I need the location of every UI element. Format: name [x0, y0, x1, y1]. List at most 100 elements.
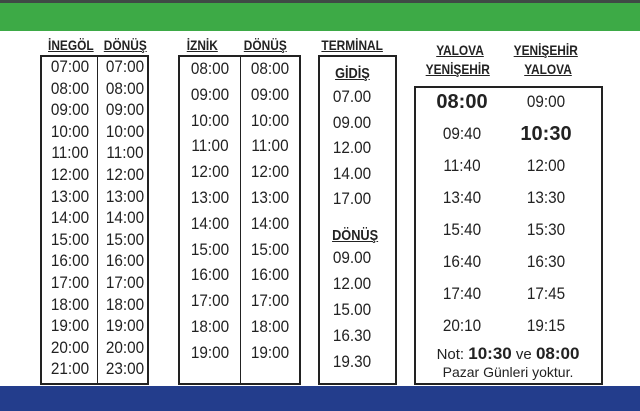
yalova-yenisehir-time: 16:40 — [442, 252, 482, 271]
iznik-time: 14:00 — [190, 213, 230, 233]
inegol-time: 07:00 — [50, 57, 90, 76]
inegol-time: 14:00 — [50, 208, 90, 228]
yalova-yenisehir-time: 08:00 — [436, 91, 488, 113]
inegol-header: İNEGÖL — [48, 37, 94, 53]
iznik-time: 19:00 — [190, 342, 230, 362]
iznik-time: 13:00 — [190, 188, 230, 207]
iznik-donus-time: 12:00 — [250, 162, 290, 182]
inegol-divider — [97, 57, 98, 383]
iznik-donus-time: 17:00 — [250, 291, 290, 311]
iznik-donus-time: 10:00 — [250, 110, 290, 130]
yenisehir-yalova-time: 17:45 — [526, 284, 566, 303]
note-prefix: Not: — [436, 346, 465, 363]
gidis-label: GİDİŞ — [335, 65, 370, 82]
yalova-table — [414, 86, 603, 385]
iznik-donus-time: 16:00 — [250, 265, 290, 285]
inegol-time: 10:00 — [50, 121, 90, 141]
yenisehir-yalova-time: 15:30 — [526, 220, 566, 239]
note-line-2: Pazar Günleri yoktur. — [442, 364, 574, 380]
inegol-time: 16:00 — [50, 251, 90, 271]
inegol-time: 18:00 — [50, 294, 90, 314]
yenisehir-yalova-time: 16:30 — [526, 252, 566, 271]
iznik-donus-time: 15:00 — [250, 239, 290, 259]
terminal-gidis-time: 09.00 — [332, 112, 372, 132]
iznik-time: 09:00 — [190, 84, 230, 104]
terminal-donus-time: 16.30 — [332, 326, 372, 345]
inegol-time: 19:00 — [50, 316, 90, 336]
inegol-donus-time: 19:00 — [105, 316, 145, 336]
terminal-donus-time: 19.30 — [332, 352, 372, 371]
inegol-donus-time: 08:00 — [105, 78, 145, 98]
top-strip — [0, 0, 640, 3]
terminal-table — [318, 55, 397, 385]
inegol-donus-time: 11:00 — [106, 143, 144, 163]
inegol-donus-time: 14:00 — [105, 208, 145, 228]
iznik-donus-time: 14:00 — [250, 213, 290, 233]
iznik-time: 18:00 — [190, 317, 230, 336]
iznik-time: 10:00 — [190, 110, 230, 130]
yenisehir-header-1: YENİŞEHİR — [513, 42, 578, 58]
iznik-time: 11:00 — [191, 136, 229, 156]
green-banner — [0, 3, 640, 31]
note-mid: ve — [515, 346, 532, 363]
iznik-time: 16:00 — [190, 265, 230, 285]
yalova-yenisehir-time: 09:40 — [442, 124, 482, 143]
terminal-gidis-time: 07.00 — [332, 87, 372, 106]
yenisehir-yalova-time: 12:00 — [526, 156, 566, 175]
terminal-gidis-time: 14.00 — [332, 163, 372, 183]
iznik-donus-time: 19:00 — [250, 342, 290, 362]
iznik-header: İZNİK — [186, 37, 218, 53]
terminal-header: TERMİNAL — [321, 37, 383, 53]
yalova-header-1: YALOVA — [436, 42, 484, 58]
iznik-table — [178, 55, 301, 385]
inegol-time: 08:00 — [50, 78, 90, 98]
iznik-donus-time: 11:00 — [251, 136, 289, 156]
blue-footer — [0, 386, 640, 411]
inegol-time: 17:00 — [50, 273, 90, 292]
yenisehir-yalova-time: 09:00 — [526, 92, 566, 111]
inegol-donus-time: 07:00 — [105, 57, 145, 76]
inegol-time: 21:00 — [50, 359, 90, 379]
inegol-time: 09:00 — [50, 100, 90, 120]
inegol-donus-time: 13:00 — [105, 186, 145, 206]
note-line-1: Not: 10:30 ve 08:00 — [414, 344, 602, 364]
yalova-yenisehir-time: 20:10 — [442, 316, 482, 335]
inegol-donus-header: DÖNÜŞ — [103, 37, 147, 53]
iznik-donus-header: DÖNÜŞ — [243, 37, 287, 53]
inegol-table — [40, 55, 149, 385]
iznik-time: 17:00 — [190, 291, 230, 311]
inegol-time: 20:00 — [50, 337, 90, 357]
iznik-donus-time: 13:00 — [250, 188, 290, 207]
inegol-donus-time: 23:00 — [105, 359, 145, 379]
inegol-donus-time: 18:00 — [105, 294, 145, 314]
iznik-donus-time: 08:00 — [250, 59, 290, 78]
yenisehir-yalova-time: 10:30 — [520, 123, 572, 145]
iznik-donus-time: 09:00 — [250, 84, 290, 104]
yalova-header-2: YENİŞEHİR — [425, 61, 490, 77]
inegol-donus-time: 15:00 — [105, 229, 145, 249]
yenisehir-yalova-time: 13:30 — [526, 188, 566, 207]
inegol-time: 11:00 — [51, 143, 89, 163]
terminal-donus-time: 09.00 — [332, 248, 372, 267]
inegol-time: 12:00 — [50, 165, 90, 184]
iznik-time: 12:00 — [190, 162, 230, 182]
yalova-yenisehir-time: 17:40 — [442, 284, 482, 303]
inegol-donus-time: 17:00 — [105, 273, 145, 292]
terminal-donus-time: 15.00 — [332, 300, 372, 319]
terminal-donus-time: 12.00 — [332, 274, 372, 293]
inegol-donus-time: 12:00 — [105, 165, 145, 184]
inegol-time: 13:00 — [50, 186, 90, 206]
inegol-donus-time: 09:00 — [105, 100, 145, 120]
inegol-time: 15:00 — [50, 229, 90, 249]
inegol-donus-time: 16:00 — [105, 251, 145, 271]
iznik-divider — [240, 57, 241, 383]
donus-label: DÖNÜŞ — [332, 227, 379, 244]
yalova-yenisehir-time: 11:40 — [443, 156, 481, 175]
iznik-donus-time: 18:00 — [250, 317, 290, 336]
note-time-2: 08:00 — [535, 344, 580, 363]
yalova-yenisehir-time: 15:40 — [442, 220, 482, 239]
iznik-time: 15:00 — [190, 239, 230, 259]
iznik-time: 08:00 — [190, 59, 230, 78]
inegol-donus-time: 10:00 — [105, 121, 145, 141]
terminal-gidis-time: 17.00 — [332, 189, 372, 208]
